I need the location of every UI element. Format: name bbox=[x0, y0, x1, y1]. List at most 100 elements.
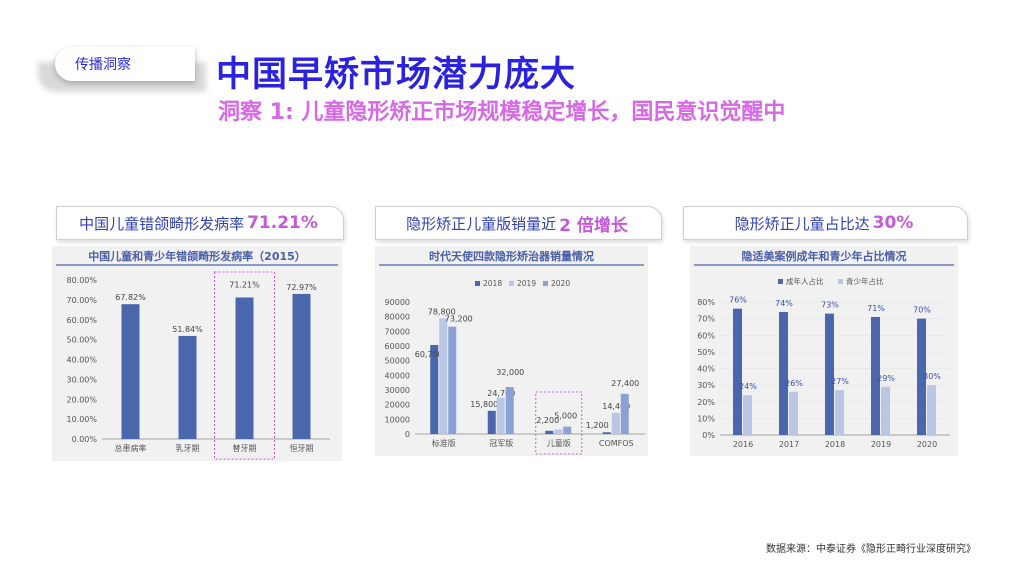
highlight-box bbox=[214, 271, 275, 460]
page-subtitle: 洞察 1: 儿童隐形矫正市场规模稳定增长，国民意识觉醒中 bbox=[218, 100, 786, 125]
x-tick-label: 替牙期 bbox=[233, 443, 257, 453]
x-tick-label: 总患病率 bbox=[115, 443, 147, 453]
y-tick-label: 20% bbox=[697, 398, 715, 407]
bar-2018-儿童版 bbox=[545, 430, 554, 434]
bar-value-恒牙期 bbox=[292, 293, 311, 439]
page-title: 中国早矫市场潜力庞大 bbox=[216, 55, 577, 95]
data-label: 72.97% bbox=[286, 283, 317, 292]
data-label: 27,400 bbox=[611, 379, 639, 388]
y-tick-label: 40.00% bbox=[66, 356, 97, 365]
data-label: 73,200 bbox=[445, 315, 473, 324]
y-tick-label: 60000 bbox=[385, 342, 410, 351]
y-tick-label: 20000 bbox=[385, 401, 410, 410]
y-tick-label: 70% bbox=[697, 315, 715, 324]
y-tick-label: 10% bbox=[697, 414, 715, 423]
chart-title: 中国儿童和青少年错颌畸形发病率（2015） bbox=[88, 249, 306, 263]
bar-青少年占比-2019 bbox=[881, 386, 890, 435]
x-tick-label: 冠军版 bbox=[489, 438, 513, 448]
bar-青少年占比-2018 bbox=[835, 390, 844, 435]
data-label: 26% bbox=[785, 379, 803, 388]
y-tick-label: 40% bbox=[697, 365, 715, 374]
headline-1: 中国儿童错颌畸形发病率 71.21% bbox=[56, 206, 344, 240]
y-tick-label: 80% bbox=[697, 298, 715, 307]
data-label: 73% bbox=[821, 301, 839, 310]
chart-panel-2: 时代天使四款隐形矫治器销量情况 0 10000 20000 30000 40000 5000… bbox=[375, 246, 648, 456]
data-label: 30% bbox=[923, 372, 941, 381]
x-tick-label: COMFOS bbox=[599, 439, 634, 448]
data-label: 60,700 bbox=[415, 350, 443, 359]
y-tick-label: 70.00% bbox=[66, 296, 97, 305]
legend-swatch bbox=[838, 279, 843, 284]
bar-成年人占比-2020 bbox=[917, 318, 926, 435]
chart-title: 隐适美案例成年和青少年占比情况 bbox=[742, 249, 907, 263]
y-tick-label: 0% bbox=[702, 431, 715, 440]
legend-swatch bbox=[543, 281, 548, 286]
bar-青少年占比-2016 bbox=[743, 395, 752, 435]
bar-2020-COMFOS bbox=[620, 393, 629, 434]
chart-share: 隐适美案例成年和青少年占比情况 0% 10% 20% 30% 40% 50% 60% 70% 80… bbox=[694, 249, 954, 449]
section-tag: 传播洞察 bbox=[55, 47, 195, 81]
x-tick-label: 2018 bbox=[825, 440, 845, 449]
bar-成年人占比-2016 bbox=[733, 308, 742, 435]
headline-3: 隐形矫正儿童占比达 30% bbox=[683, 206, 968, 240]
bar-成年人占比-2019 bbox=[871, 316, 880, 435]
data-label: 71.21% bbox=[229, 280, 260, 289]
headline-3-highlight: 30% bbox=[872, 213, 914, 233]
data-label: 15,800 bbox=[470, 400, 498, 409]
data-label: 76% bbox=[729, 296, 747, 305]
bar-value-总患病率 bbox=[121, 304, 140, 439]
y-tick-label: 10.00% bbox=[66, 415, 97, 424]
y-tick-label: 80000 bbox=[385, 313, 410, 322]
x-tick-label: 2016 bbox=[733, 440, 753, 449]
chart-title: 时代天使四款隐形矫治器销量情况 bbox=[429, 249, 594, 263]
data-label: 24,700 bbox=[487, 389, 515, 398]
y-tick-label: 20.00% bbox=[66, 395, 97, 404]
chart-incidence: 中国儿童和青少年错颌畸形发病率（2015） 0.00% 10.00% 20.00% 30… bbox=[56, 249, 338, 460]
data-label: 27% bbox=[831, 377, 849, 386]
legend-label: 2018 bbox=[483, 279, 502, 288]
x-tick-label: 乳牙期 bbox=[176, 443, 200, 453]
chart-sales: 时代天使四款隐形矫治器销量情况 0 10000 20000 30000 40000 5000… bbox=[379, 249, 645, 455]
y-tick-label: 60% bbox=[697, 331, 715, 340]
data-source: 数据来源：中泰证券《隐形正畸行业深度研究》 bbox=[766, 544, 976, 555]
x-tick-label: 2017 bbox=[779, 440, 799, 449]
y-tick-label: 0.00% bbox=[72, 435, 98, 444]
bar-成年人占比-2018 bbox=[825, 313, 834, 435]
chart-panel-3: 隐适美案例成年和青少年占比情况 0% 10% 20% 30% 40% 50% 60% 70% 80… bbox=[690, 246, 958, 456]
y-tick-label: 50% bbox=[697, 348, 715, 357]
x-tick-label: 2019 bbox=[871, 440, 891, 449]
y-tick-label: 50.00% bbox=[66, 336, 97, 345]
bar-value-乳牙期 bbox=[178, 335, 197, 439]
data-label: 67.82% bbox=[115, 293, 146, 302]
bar-2020-冠军版 bbox=[505, 387, 514, 434]
y-tick-label: 60.00% bbox=[66, 316, 97, 325]
legend-swatch bbox=[778, 279, 783, 284]
y-tick-label: 0 bbox=[405, 430, 410, 439]
data-label: 29% bbox=[877, 374, 895, 383]
data-label: 71% bbox=[867, 304, 885, 313]
bar-value-替牙期 bbox=[235, 297, 254, 439]
y-tick-label: 80.00% bbox=[66, 276, 97, 285]
chart-panel-1: 中国儿童和青少年错颌畸形发病率（2015） 0.00% 10.00% 20.00% 30… bbox=[52, 246, 342, 461]
y-tick-label: 30000 bbox=[385, 386, 410, 395]
bar-2020-儿童版 bbox=[563, 426, 572, 434]
x-tick-label: 恒牙期 bbox=[290, 443, 314, 453]
legend-swatch bbox=[509, 281, 514, 286]
data-label: 70% bbox=[913, 306, 931, 315]
bar-成年人占比-2017 bbox=[779, 311, 788, 435]
data-label: 32,000 bbox=[496, 368, 524, 377]
bar-2020-标准版 bbox=[448, 326, 457, 434]
headline-2-text: 隐形矫正儿童版销量近 bbox=[406, 214, 557, 233]
data-label: 74% bbox=[775, 299, 793, 308]
bar-2018-冠军版 bbox=[487, 410, 496, 434]
headline-3-text: 隐形矫正儿童占比达 bbox=[734, 214, 870, 233]
headline-1-highlight: 71.21% bbox=[247, 213, 318, 233]
y-tick-label: 30% bbox=[697, 381, 715, 390]
data-label: 51.84% bbox=[172, 325, 203, 334]
y-tick-label: 70000 bbox=[385, 327, 410, 336]
legend-swatch bbox=[475, 281, 480, 286]
data-label: 1,200 bbox=[586, 421, 609, 430]
x-tick-label: 儿童版 bbox=[547, 438, 571, 448]
x-tick-label: 2020 bbox=[917, 440, 937, 449]
data-label: 5,000 bbox=[554, 412, 577, 421]
